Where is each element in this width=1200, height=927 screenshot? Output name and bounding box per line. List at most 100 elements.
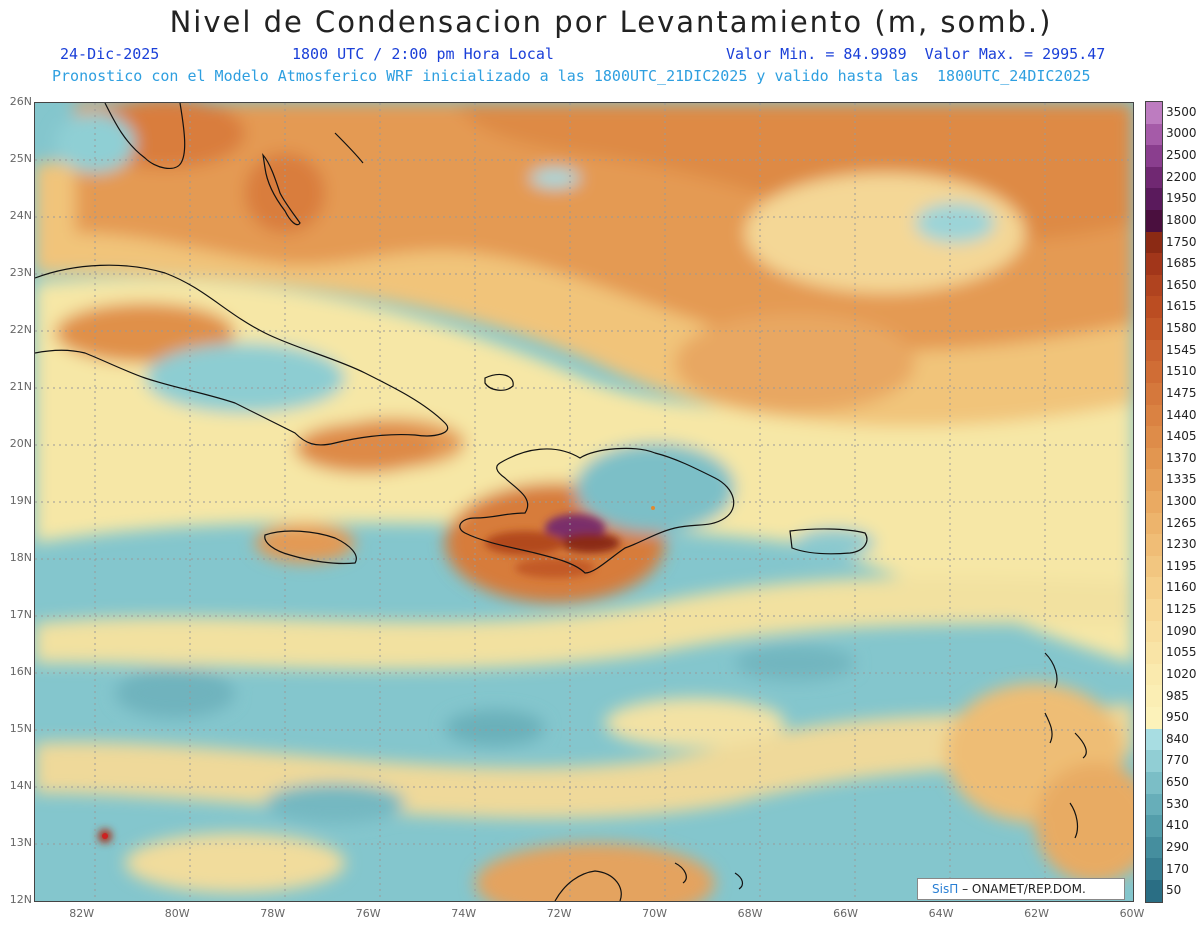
jamaica-coast bbox=[264, 530, 357, 565]
latitude-tick-label: 23N bbox=[9, 266, 32, 279]
color-bar-segment bbox=[1146, 599, 1162, 621]
florida-coast bbox=[104, 103, 186, 170]
color-bar-level-label: 1545 bbox=[1166, 342, 1197, 357]
color-bar-segment bbox=[1146, 836, 1162, 859]
color-bar-segment bbox=[1146, 274, 1162, 297]
color-bar-segment bbox=[1146, 793, 1162, 816]
min-max-values: Valor Min. = 84.9989 Valor Max. = 2995.4… bbox=[726, 45, 1106, 63]
color-bar-level-label: 1090 bbox=[1166, 623, 1197, 638]
coastlines bbox=[35, 103, 1087, 901]
latitude-tick-label: 24N bbox=[9, 209, 32, 222]
longitude-tick-label: 78W bbox=[260, 907, 286, 920]
latitude-tick-label: 17N bbox=[9, 608, 32, 621]
sispi-logo: SisΠ bbox=[932, 882, 959, 896]
longitude-tick-label: 80W bbox=[164, 907, 190, 920]
turks-caicos bbox=[484, 373, 514, 391]
longitude-tick-label: 64W bbox=[928, 907, 954, 920]
color-bar-segment bbox=[1146, 166, 1162, 189]
latitude-tick-label: 21N bbox=[9, 380, 32, 393]
color-bar-level-label: 1020 bbox=[1166, 666, 1197, 681]
color-bar-segment bbox=[1146, 663, 1162, 686]
color-bar-level-label: 1125 bbox=[1166, 602, 1197, 617]
color-bar-level-label: 50 bbox=[1166, 883, 1182, 898]
bahamas-island-2 bbox=[334, 132, 364, 164]
latitude-tick-label: 25N bbox=[9, 152, 32, 165]
color-bar-segment bbox=[1146, 534, 1162, 556]
color-bar-segment bbox=[1146, 815, 1162, 837]
longitude-tick-label: 68W bbox=[737, 907, 763, 920]
color-bar-level-label: 1300 bbox=[1166, 494, 1197, 508]
color-bar-level-label: 770 bbox=[1166, 753, 1189, 768]
longitude-tick-label: 82W bbox=[69, 907, 95, 920]
color-bar-segment bbox=[1146, 642, 1162, 664]
color-bar-segment bbox=[1146, 253, 1162, 275]
latitude-tick-label: 18N bbox=[9, 551, 32, 564]
hispaniola-coast bbox=[459, 447, 735, 574]
color-bar-level-label: 1510 bbox=[1166, 364, 1197, 379]
color-bar-level-label: 1615 bbox=[1166, 299, 1197, 314]
color-bar-level-label: 1055 bbox=[1166, 645, 1197, 660]
south-america-coast bbox=[554, 870, 622, 901]
longitude-tick-label: 74W bbox=[451, 907, 477, 920]
color-bar-level-label: 1440 bbox=[1166, 407, 1197, 422]
color-bar-segment bbox=[1146, 210, 1162, 232]
color-bar-segment bbox=[1146, 318, 1162, 340]
color-bar-level-label: 530 bbox=[1166, 796, 1189, 811]
color-bar-segment bbox=[1146, 102, 1162, 124]
lesser-antilles bbox=[1044, 652, 1087, 839]
color-bar-level-label: 2500 bbox=[1166, 148, 1197, 163]
color-bar bbox=[1145, 101, 1163, 903]
color-bar-level-label: 1650 bbox=[1166, 277, 1197, 292]
latitude-tick-label: 26N bbox=[9, 95, 32, 108]
latitude-tick-label: 12N bbox=[9, 893, 32, 906]
color-bar-segment bbox=[1146, 469, 1162, 491]
color-bar-level-label: 1800 bbox=[1166, 212, 1197, 227]
cuba-coast bbox=[35, 264, 449, 446]
chart-title: Nivel de Condensacion por Levantamiento … bbox=[169, 5, 1053, 39]
color-bar-level-label: 170 bbox=[1166, 861, 1189, 876]
color-bar-segment bbox=[1146, 231, 1162, 254]
color-bar-level-label: 3500 bbox=[1166, 104, 1197, 119]
color-bar-level-label: 1195 bbox=[1166, 558, 1197, 573]
forecast-date: 24-Dic-2025 bbox=[60, 45, 160, 63]
color-bar-segment bbox=[1146, 339, 1162, 362]
color-bar-level-label: 1230 bbox=[1166, 537, 1197, 552]
color-bar-level-label: 1580 bbox=[1166, 321, 1197, 336]
forecast-time: 1800 UTC / 2:00 pm Hora Local bbox=[292, 45, 554, 63]
color-bar-segment bbox=[1146, 145, 1162, 167]
lcl-map bbox=[34, 102, 1134, 902]
color-bar-level-label: 1750 bbox=[1166, 234, 1197, 249]
color-bar-segment bbox=[1146, 750, 1162, 772]
color-bar-segment bbox=[1146, 879, 1162, 902]
color-bar-segment bbox=[1146, 382, 1162, 405]
color-bar-segment bbox=[1146, 685, 1162, 708]
color-bar-segment bbox=[1146, 296, 1162, 319]
color-bar-segment bbox=[1146, 707, 1162, 729]
color-bar-level-label: 1685 bbox=[1166, 256, 1197, 271]
longitude-tick-label: 76W bbox=[355, 907, 381, 920]
color-bar-level-label: 1475 bbox=[1166, 385, 1197, 400]
latitude-tick-label: 16N bbox=[9, 665, 32, 678]
puerto-rico-coast bbox=[789, 528, 868, 555]
color-bar-segment bbox=[1146, 426, 1162, 448]
color-bar-level-label: 985 bbox=[1166, 688, 1189, 703]
color-bar-segment bbox=[1146, 490, 1162, 513]
forecast-subtitle: Pronostico con el Modelo Atmosferico WRF… bbox=[52, 67, 1091, 85]
longitude-tick-label: 70W bbox=[642, 907, 668, 920]
field-highlights bbox=[98, 514, 620, 843]
map-svg bbox=[35, 103, 1133, 901]
color-bar-segment bbox=[1146, 555, 1162, 578]
color-bar-level-label: 840 bbox=[1166, 731, 1189, 746]
longitude-tick-label: 66W bbox=[833, 907, 858, 920]
color-bar-level-label: 650 bbox=[1166, 775, 1189, 790]
color-bar-segment bbox=[1146, 404, 1162, 427]
color-bar-segment bbox=[1146, 447, 1162, 470]
color-bar-level-label: 950 bbox=[1166, 710, 1189, 725]
latitude-tick-label: 20N bbox=[9, 437, 32, 450]
latitude-tick-label: 19N bbox=[9, 494, 32, 507]
color-bar-level-label: 1265 bbox=[1166, 515, 1197, 530]
color-bar-segment bbox=[1146, 512, 1162, 535]
color-bar-segment bbox=[1146, 620, 1162, 643]
graticule bbox=[35, 103, 1133, 901]
latitude-tick-label: 15N bbox=[9, 722, 32, 735]
